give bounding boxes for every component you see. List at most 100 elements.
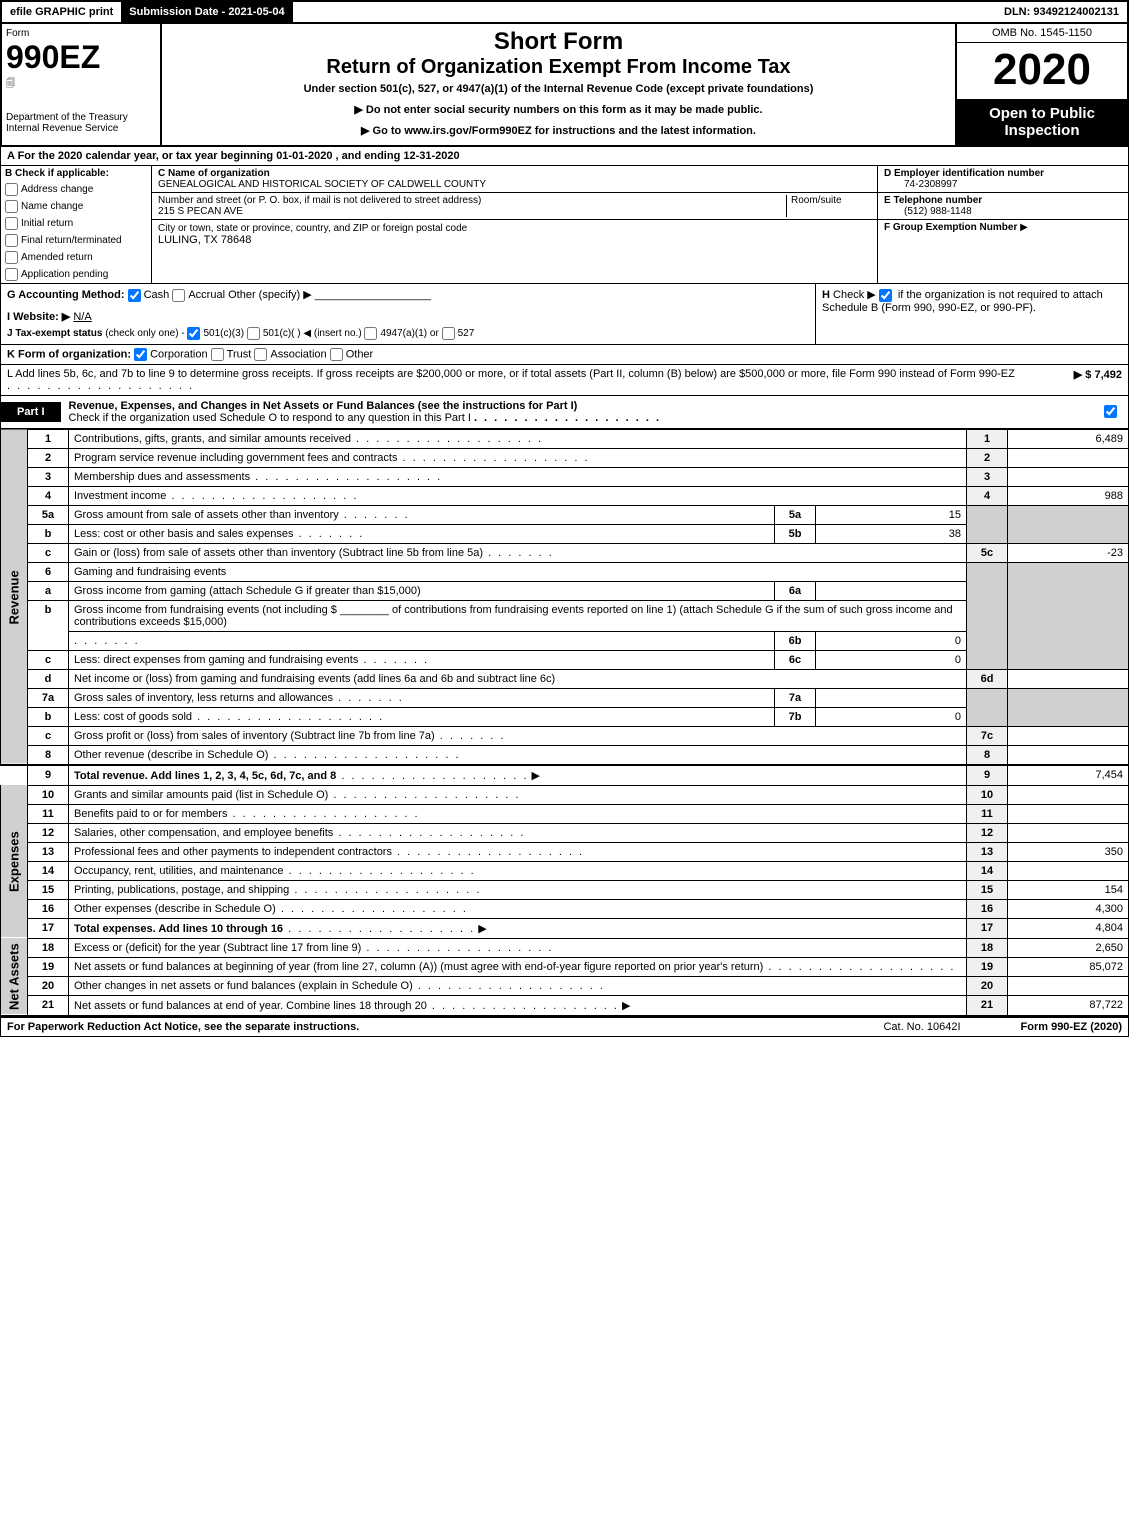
d-6d: Net income or (loss) from gaming and fun… bbox=[74, 673, 555, 685]
cb-corporation[interactable] bbox=[134, 348, 147, 361]
table-row: 20Other changes in net assets or fund ba… bbox=[1, 976, 1129, 995]
cb-amended-return[interactable] bbox=[5, 251, 18, 264]
tn-4: 4 bbox=[967, 486, 1008, 505]
form-word: Form bbox=[6, 28, 156, 39]
efile-label[interactable]: efile GRAPHIC print bbox=[2, 2, 121, 22]
goto-link[interactable]: ▶ Go to www.irs.gov/Form990EZ for instru… bbox=[166, 124, 951, 137]
omb-number: OMB No. 1545-1150 bbox=[957, 24, 1127, 43]
d-19: Net assets or fund balances at beginning… bbox=[74, 961, 763, 973]
table-row: cGross profit or (loss) from sales of in… bbox=[1, 726, 1129, 745]
ln-10: 10 bbox=[28, 785, 69, 804]
website-value: N/A bbox=[73, 311, 91, 323]
table-row: bLess: cost or other basis and sales exp… bbox=[1, 524, 1129, 543]
sn-7b: 7b bbox=[775, 707, 816, 726]
side-expenses: Expenses bbox=[1, 785, 28, 938]
org-street: 215 S PECAN AVE bbox=[158, 206, 243, 217]
part1-check-text: Check if the organization used Schedule … bbox=[69, 412, 471, 424]
tv-6d bbox=[1008, 669, 1129, 688]
lbl-address-change: Address change bbox=[21, 184, 93, 195]
line-l: L Add lines 5b, 6c, and 7b to line 9 to … bbox=[0, 365, 1129, 396]
table-row: 17 Total expenses. Add lines 10 through 1… bbox=[1, 918, 1129, 938]
cb-schedule-b-not-required[interactable] bbox=[879, 289, 892, 302]
d-2: Program service revenue including govern… bbox=[74, 452, 397, 464]
d-6b1: Gross income from fundraising events (no… bbox=[74, 604, 337, 616]
cb-trust[interactable] bbox=[211, 348, 224, 361]
cb-accrual[interactable] bbox=[172, 289, 185, 302]
d-17: Total expenses. Add lines 10 through 16 bbox=[74, 923, 283, 935]
tn-18: 18 bbox=[967, 938, 1008, 957]
lbl-501c: 501(c)( ) bbox=[263, 328, 301, 339]
footer-cat: Cat. No. 10642I bbox=[883, 1021, 960, 1033]
cb-other-org[interactable] bbox=[330, 348, 343, 361]
part1-label: Part I bbox=[1, 402, 61, 422]
cb-501c3[interactable] bbox=[187, 327, 200, 340]
box-def: D Employer identification number 74-2308… bbox=[878, 166, 1128, 283]
sv-5a: 15 bbox=[816, 505, 967, 524]
line-j-label: J Tax-exempt status bbox=[7, 328, 102, 339]
tv-7c bbox=[1008, 726, 1129, 745]
tax-year: 2020 bbox=[957, 43, 1127, 97]
box-f-arrow: ▶ bbox=[1020, 222, 1028, 233]
footer-pra: For Paperwork Reduction Act Notice, see … bbox=[7, 1021, 359, 1033]
line-j-hint: (check only one) - bbox=[105, 328, 184, 339]
part1-table: Revenue 1 Contributions, gifts, grants, … bbox=[0, 429, 1129, 1016]
cb-application-pending[interactable] bbox=[5, 268, 18, 281]
cb-initial-return[interactable] bbox=[5, 217, 18, 230]
sv-6a bbox=[816, 581, 967, 600]
cb-527[interactable] bbox=[442, 327, 455, 340]
d-4: Investment income bbox=[74, 490, 166, 502]
lbl-amended-return: Amended return bbox=[21, 252, 93, 263]
tv-1: 6,489 bbox=[1008, 429, 1129, 448]
cb-address-change[interactable] bbox=[5, 183, 18, 196]
d-1: Contributions, gifts, grants, and simila… bbox=[74, 433, 351, 445]
table-row: 12Salaries, other compensation, and empl… bbox=[1, 823, 1129, 842]
tv-14 bbox=[1008, 861, 1129, 880]
line-a-period: A For the 2020 calendar year, or tax yea… bbox=[0, 147, 1129, 166]
ln-6a: a bbox=[28, 581, 69, 600]
cb-501c[interactable] bbox=[247, 327, 260, 340]
lbl-name-change: Name change bbox=[21, 201, 83, 212]
table-row: 3Membership dues and assessments3 bbox=[1, 467, 1129, 486]
table-row: 8Other revenue (describe in Schedule O)8 bbox=[1, 745, 1129, 765]
tn-11: 11 bbox=[967, 804, 1008, 823]
table-row: aGross income from gaming (attach Schedu… bbox=[1, 581, 1129, 600]
table-row: Net Assets 18Excess or (deficit) for the… bbox=[1, 938, 1129, 957]
cb-association[interactable] bbox=[254, 348, 267, 361]
tv-21: 87,722 bbox=[1008, 995, 1129, 1015]
side-netassets: Net Assets bbox=[1, 938, 28, 1015]
short-form-title: Short Form bbox=[166, 28, 951, 56]
lbl-other-method: Other (specify) ▶ bbox=[228, 289, 312, 301]
cb-schedule-o-part1[interactable] bbox=[1104, 405, 1117, 418]
table-row: 7a Gross sales of inventory, less returns… bbox=[1, 688, 1129, 707]
d-9: Total revenue. Add lines 1, 2, 3, 4, 5c,… bbox=[74, 770, 336, 782]
line-gh: G Accounting Method: Cash Accrual Other … bbox=[0, 284, 1129, 345]
table-row: dNet income or (loss) from gaming and fu… bbox=[1, 669, 1129, 688]
tn-17: 17 bbox=[967, 918, 1008, 938]
sn-5b: 5b bbox=[775, 524, 816, 543]
ln-19: 19 bbox=[28, 957, 69, 976]
cb-name-change[interactable] bbox=[5, 200, 18, 213]
return-title: Return of Organization Exempt From Incom… bbox=[166, 56, 951, 79]
form-number: 990EZ bbox=[6, 39, 156, 76]
tv-2 bbox=[1008, 448, 1129, 467]
table-row: 5aGross amount from sale of assets other… bbox=[1, 505, 1129, 524]
tv-16: 4,300 bbox=[1008, 899, 1129, 918]
ln-21: 21 bbox=[28, 995, 69, 1015]
d-7a: Gross sales of inventory, less returns a… bbox=[74, 692, 333, 704]
sn-6a: 6a bbox=[775, 581, 816, 600]
sv-7a bbox=[816, 688, 967, 707]
ln-1: 1 bbox=[28, 429, 69, 448]
tn-10: 10 bbox=[967, 785, 1008, 804]
ln-7a: 7a bbox=[28, 688, 69, 707]
tn-8: 8 bbox=[967, 745, 1008, 765]
cb-4947a1[interactable] bbox=[364, 327, 377, 340]
cb-cash[interactable] bbox=[128, 289, 141, 302]
tv-4: 988 bbox=[1008, 486, 1129, 505]
table-row: 9Total revenue. Add lines 1, 2, 3, 4, 5c… bbox=[1, 765, 1129, 786]
table-row: bGross income from fundraising events (n… bbox=[1, 600, 1129, 631]
tv-9: 7,454 bbox=[1008, 765, 1129, 786]
cb-final-return[interactable] bbox=[5, 234, 18, 247]
ln-12: 12 bbox=[28, 823, 69, 842]
tn-5c: 5c bbox=[967, 543, 1008, 562]
d-10: Grants and similar amounts paid (list in… bbox=[74, 789, 328, 801]
